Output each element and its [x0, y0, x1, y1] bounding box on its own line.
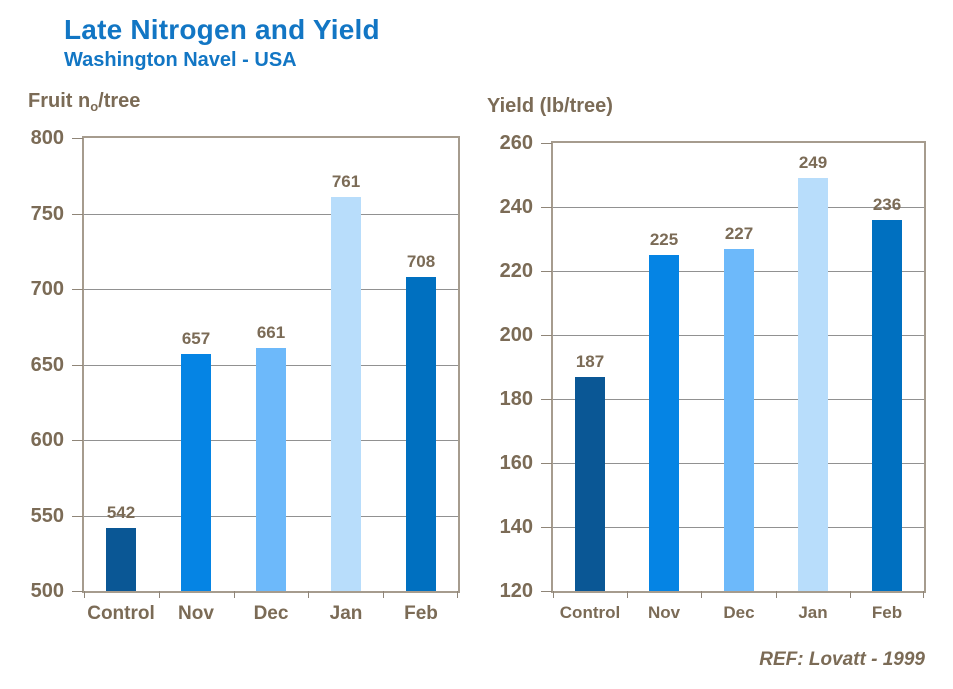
x-axis-tick: [383, 591, 384, 598]
x-category-label: Jan: [329, 603, 363, 624]
x-category-label: Dec: [253, 603, 289, 624]
bar-value-label: 236: [872, 195, 902, 214]
bar-value-label: 227: [724, 224, 754, 243]
y-tick-label: 260: [499, 132, 533, 154]
y-axis-tick: [541, 463, 552, 464]
y-tick-label: 180: [499, 388, 533, 410]
y-axis-tick: [541, 143, 552, 144]
bar-dec: [724, 249, 754, 591]
yield-axis-title-text: Yield (lb/tree): [487, 95, 613, 117]
fruit-count-chart-plot: 500 550 600 650 700 750 800 542 Control 657 Nov 661…: [31, 127, 460, 624]
y-axis-tick: [72, 138, 83, 139]
y-tick-label: 240: [499, 196, 533, 218]
bar-value-label: 657: [181, 329, 211, 348]
x-axis-tick: [627, 591, 628, 598]
bar-nov: [181, 354, 211, 591]
y-tick-label: 750: [30, 203, 64, 225]
gridline: [553, 207, 924, 208]
bar-value-label: 187: [575, 352, 605, 371]
y-axis-tick: [72, 214, 83, 215]
y-tick-label: 800: [30, 127, 64, 149]
x-axis-tick: [776, 591, 777, 598]
bar-feb: [406, 277, 436, 591]
x-category-label: Control: [559, 603, 621, 622]
y-axis-tick: [72, 591, 83, 592]
x-axis-tick: [234, 591, 235, 598]
x-category-label: Control: [87, 603, 155, 624]
y-tick-label: 160: [499, 452, 533, 474]
fruit-axis-title-prefix: Fruit n: [28, 90, 91, 112]
x-axis-tick: [457, 591, 458, 598]
y-tick-label: 200: [499, 324, 533, 346]
y-axis-tick: [541, 591, 552, 592]
y-tick-label: 600: [30, 429, 64, 451]
gridline: [84, 214, 458, 215]
bar-nov: [649, 255, 679, 591]
y-axis-tick: [541, 399, 552, 400]
x-axis-tick: [84, 591, 85, 598]
x-category-label: Jan: [798, 603, 828, 622]
y-axis-tick: [72, 289, 83, 290]
bar-control: [575, 377, 605, 591]
bar-dec: [256, 348, 286, 591]
y-tick-label: 700: [30, 278, 64, 300]
x-axis-tick: [553, 591, 554, 598]
y-tick-label: 220: [499, 260, 533, 282]
bar-value-label: 225: [649, 230, 679, 249]
bar-value-label: 761: [331, 172, 361, 191]
bar-value-label: 249: [798, 153, 828, 172]
page-title: Late Nitrogen and Yield: [64, 14, 380, 45]
yield-axis-title: Yield (lb/tree): [487, 95, 613, 118]
x-axis-tick: [308, 591, 309, 598]
x-category-label: Nov: [178, 603, 214, 624]
x-category-label: Nov: [647, 603, 681, 622]
fruit-axis-title-subscript: o: [90, 99, 99, 114]
y-axis-tick: [541, 207, 552, 208]
reference-note: REF: Lovatt - 1999: [759, 649, 925, 670]
bar-value-label: 661: [256, 323, 286, 342]
x-axis-tick: [701, 591, 702, 598]
bar-jan: [331, 197, 361, 591]
bar-feb: [872, 220, 902, 591]
y-axis-tick: [541, 527, 552, 528]
bar-jan: [798, 178, 828, 591]
gridline: [84, 289, 458, 290]
yield-chart-plot: 120 140 160 180 200 220 240 260 187 Control 225 Nov…: [500, 132, 926, 622]
y-axis-tick: [541, 335, 552, 336]
fruit-axis-title-suffix: /tree: [98, 90, 141, 112]
x-category-label: Feb: [404, 603, 438, 624]
bar-value-label: 708: [406, 252, 436, 271]
x-category-label: Dec: [723, 603, 755, 622]
y-tick-label: 500: [30, 580, 64, 602]
y-tick-label: 140: [499, 516, 533, 538]
bar-value-label: 542: [106, 503, 136, 522]
x-axis-tick: [923, 591, 924, 598]
y-tick-label: 550: [30, 505, 64, 527]
y-axis-tick: [72, 516, 83, 517]
x-axis-tick: [850, 591, 851, 598]
y-axis-tick: [541, 271, 552, 272]
fruit-axis-title: Fruit no/tree: [28, 90, 140, 114]
page-subtitle: Washington Navel - USA: [64, 49, 297, 71]
x-axis-tick: [159, 591, 160, 598]
y-tick-label: 120: [499, 580, 533, 602]
x-category-label: Feb: [871, 603, 903, 622]
y-tick-label: 650: [30, 354, 64, 376]
bar-control: [106, 528, 136, 591]
y-axis-tick: [72, 365, 83, 366]
y-axis-tick: [72, 440, 83, 441]
